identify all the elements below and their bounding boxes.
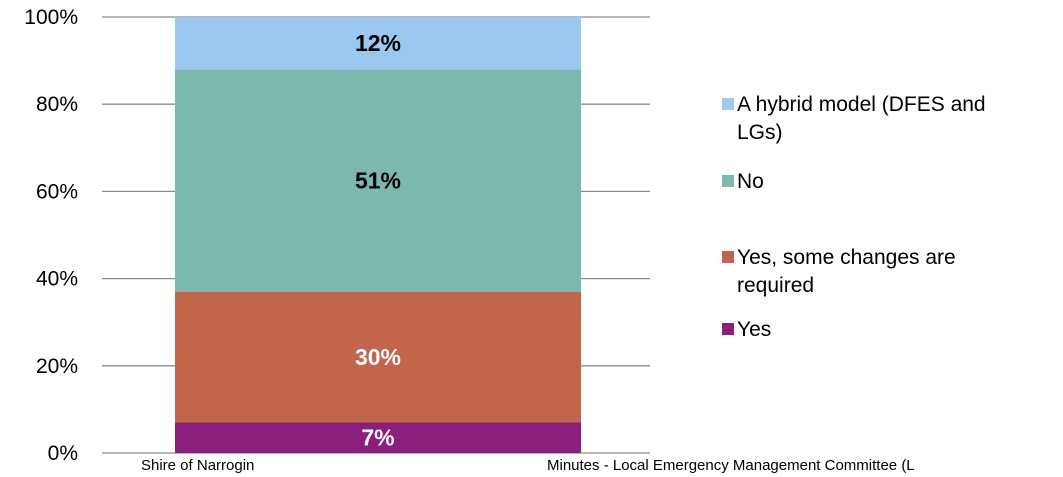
y-tick-label: 100% — [24, 6, 78, 29]
legend-entry: Yes — [722, 318, 771, 341]
bar-segment — [175, 422, 581, 453]
footer-right-text: Minutes - Local Emergency Management Com… — [547, 457, 915, 474]
legend-swatch — [722, 323, 734, 335]
legend-swatch — [722, 251, 734, 263]
legend-swatch — [722, 98, 734, 110]
legend-label: required — [737, 274, 814, 297]
y-tick-label: 60% — [36, 180, 78, 203]
bar-segments — [175, 17, 581, 453]
segment-labels: 7% 30% 51% 12% — [355, 30, 401, 451]
legend-label: No — [737, 170, 764, 193]
y-tick-label: 0% — [48, 442, 78, 465]
legend-entry: Yes, some changes are required — [722, 246, 956, 297]
y-tick-label: 80% — [36, 93, 78, 116]
bar-segment — [175, 291, 581, 423]
legend-label: LGs) — [737, 121, 783, 144]
y-tick-label: 20% — [36, 355, 78, 378]
legend-entry: A hybrid model (DFES and LGs) — [722, 93, 986, 144]
y-tick-label: 40% — [36, 268, 78, 291]
footer-left-text: Shire of Narrogin — [141, 457, 255, 474]
bar-segment — [175, 17, 581, 70]
bar-segment — [175, 69, 581, 292]
data-label: 51% — [355, 168, 401, 194]
legend-swatch — [722, 175, 734, 187]
data-label: 30% — [355, 344, 401, 370]
data-label: 12% — [355, 30, 401, 56]
y-axis-ticks: 0% 20% 40% 60% 80% 100% — [24, 6, 78, 465]
legend-entry: No — [722, 170, 764, 193]
legend-label: A hybrid model (DFES and — [737, 93, 986, 116]
legend: A hybrid model (DFES and LGs) No Yes, some … — [722, 93, 986, 341]
data-label: 7% — [361, 425, 394, 451]
legend-label: Yes, some changes are — [737, 246, 956, 269]
legend-label: Yes — [737, 318, 771, 341]
